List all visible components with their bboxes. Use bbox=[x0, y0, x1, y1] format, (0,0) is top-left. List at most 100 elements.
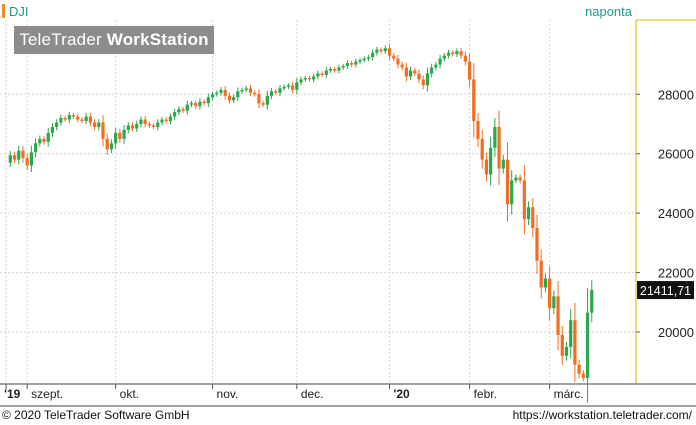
x-tick-label: '20 bbox=[394, 387, 411, 401]
candle bbox=[118, 129, 122, 143]
candle bbox=[518, 174, 522, 184]
candle-body bbox=[12, 155, 17, 160]
candle-body bbox=[573, 320, 577, 365]
candle bbox=[455, 48, 459, 57]
candle-body bbox=[181, 109, 185, 111]
candle bbox=[548, 266, 552, 321]
candle-body bbox=[337, 67, 341, 71]
candle bbox=[164, 117, 168, 124]
candle-body bbox=[497, 126, 501, 169]
candle-body bbox=[552, 296, 556, 309]
candle bbox=[366, 54, 371, 61]
candle bbox=[265, 90, 269, 110]
candle-body bbox=[76, 116, 80, 120]
candle bbox=[328, 66, 333, 73]
candle-body bbox=[425, 73, 430, 86]
candle bbox=[189, 100, 194, 107]
x-tick-label: márc. bbox=[554, 387, 584, 401]
interval-label[interactable]: naponta bbox=[585, 4, 633, 19]
candle bbox=[76, 113, 80, 123]
candle bbox=[240, 87, 244, 94]
candle bbox=[400, 61, 404, 71]
candle-body bbox=[240, 89, 244, 92]
candle bbox=[215, 90, 219, 97]
candle-body bbox=[118, 132, 122, 139]
candle bbox=[581, 370, 585, 382]
candle bbox=[358, 57, 362, 64]
candle bbox=[88, 112, 92, 127]
candle bbox=[109, 139, 114, 154]
candle-body bbox=[8, 155, 12, 163]
candle bbox=[564, 341, 569, 361]
candle-body bbox=[139, 119, 143, 124]
candle-body bbox=[535, 228, 539, 261]
candle bbox=[472, 63, 476, 138]
candle-body bbox=[320, 73, 324, 75]
candle-body bbox=[168, 116, 173, 122]
candle-body bbox=[539, 260, 543, 288]
candle bbox=[569, 308, 573, 358]
candle-body bbox=[177, 109, 181, 113]
candle-body bbox=[480, 138, 484, 160]
candle-body bbox=[569, 320, 573, 347]
candle bbox=[539, 249, 543, 299]
candle bbox=[417, 69, 421, 84]
candle bbox=[269, 87, 274, 100]
x-tick-label: nov. bbox=[217, 387, 239, 401]
candle bbox=[303, 75, 307, 82]
candle-body bbox=[21, 150, 25, 159]
candle-body bbox=[130, 125, 135, 129]
candle bbox=[34, 138, 38, 158]
candle bbox=[143, 116, 147, 128]
candle bbox=[434, 61, 438, 71]
candle-body bbox=[253, 92, 257, 95]
candle-body bbox=[396, 58, 400, 65]
candle bbox=[257, 89, 261, 109]
candle-body bbox=[282, 86, 286, 89]
candle-body bbox=[581, 373, 585, 379]
candle-body bbox=[362, 58, 366, 61]
candle-body bbox=[114, 132, 118, 144]
candle-body bbox=[223, 89, 227, 96]
candle-body bbox=[97, 122, 101, 127]
y-tick-label: 26000 bbox=[658, 147, 694, 162]
candle bbox=[29, 145, 33, 173]
candle bbox=[80, 117, 84, 124]
candle bbox=[291, 82, 295, 94]
candle bbox=[577, 359, 581, 379]
y-tick-label: 28000 bbox=[658, 87, 694, 102]
candle bbox=[451, 50, 455, 57]
candle bbox=[425, 67, 430, 92]
candle-body bbox=[265, 95, 269, 105]
candle bbox=[362, 56, 366, 63]
candle bbox=[151, 123, 156, 130]
candle bbox=[156, 119, 160, 131]
candle bbox=[514, 174, 518, 184]
candle-body bbox=[493, 126, 497, 148]
candle bbox=[408, 66, 413, 81]
candle-body bbox=[257, 94, 261, 104]
candle bbox=[55, 119, 59, 131]
candle bbox=[501, 154, 505, 174]
source-url-text[interactable]: https://workstation.teletrader.com/ bbox=[512, 408, 692, 422]
candle bbox=[375, 46, 379, 56]
candle-body bbox=[198, 101, 202, 107]
candle-body bbox=[80, 119, 84, 122]
candle-body bbox=[63, 118, 67, 120]
y-tick-label: 20000 bbox=[658, 325, 694, 340]
candle-body bbox=[526, 207, 531, 220]
candle bbox=[114, 127, 118, 149]
candle-body bbox=[299, 79, 303, 83]
candle-body bbox=[278, 88, 282, 93]
candle bbox=[177, 106, 181, 115]
candle-body bbox=[38, 138, 42, 144]
candle-body bbox=[333, 69, 337, 71]
candle-body bbox=[219, 89, 223, 93]
candle bbox=[489, 136, 493, 186]
candle-body bbox=[489, 147, 493, 175]
candle-body bbox=[358, 60, 362, 62]
candle bbox=[173, 108, 177, 120]
candle bbox=[535, 214, 539, 274]
candle bbox=[404, 62, 408, 82]
